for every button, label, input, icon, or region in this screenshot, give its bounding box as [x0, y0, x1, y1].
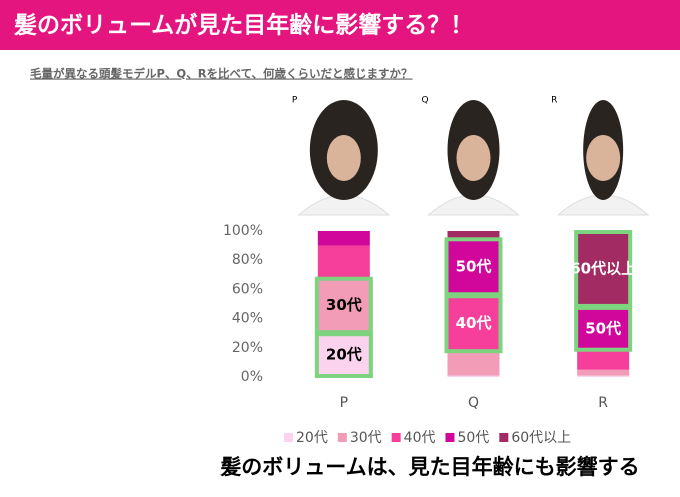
- model-label: R: [551, 96, 557, 106]
- subtitle: 毛量が異なる頭髪モデルP、Q、Rを比べて、何歳くらいだと感じますか？: [30, 67, 413, 81]
- legend-label: 20代: [296, 430, 328, 446]
- bar-segment: [577, 369, 630, 376]
- highlight-label: 50代: [585, 319, 621, 337]
- legend-label: 30代: [350, 430, 382, 446]
- highlight-box: [574, 230, 633, 308]
- bar-segment: [447, 231, 500, 239]
- y-tick-label: 40%: [232, 311, 263, 327]
- y-tick-label: 80%: [232, 252, 263, 268]
- header-bar: [0, 0, 680, 50]
- bar-segment: [317, 333, 370, 377]
- highlight-box: [444, 237, 503, 297]
- y-tick-label: 0%: [241, 369, 263, 385]
- x-tick-label: Q: [468, 395, 479, 411]
- bar-segment: [577, 375, 630, 377]
- bar-segment: [317, 245, 370, 278]
- highlight-label: 50代: [456, 257, 492, 275]
- highlight-label: 40代: [456, 314, 492, 332]
- bar-segment: [447, 375, 500, 377]
- bar-segment: [577, 306, 630, 351]
- x-tick-label: P: [340, 395, 348, 411]
- bar-segment: [577, 350, 630, 370]
- header-title: 髪のボリュームが見た目年齢に影響する？！: [13, 12, 473, 39]
- highlight-label: 30代: [326, 296, 362, 314]
- face: [326, 135, 361, 181]
- model-label: Q: [422, 96, 429, 106]
- face: [456, 135, 491, 181]
- bar-segment: [317, 231, 370, 246]
- highlight-box: [314, 332, 373, 379]
- highlight-label: 20代: [326, 346, 362, 364]
- face: [586, 135, 621, 181]
- y-tick-label: 100%: [223, 223, 263, 239]
- bar-segment: [577, 231, 630, 307]
- legend-label: 50代: [457, 430, 489, 446]
- legend-swatch: [499, 433, 509, 442]
- highlight-box: [314, 276, 373, 335]
- conclusion: 髪のボリュームは、見た目年齢にも影響する: [219, 455, 639, 479]
- bar-segment: [447, 295, 500, 353]
- highlight-box: [444, 294, 503, 354]
- bar-segment: [447, 352, 500, 376]
- highlight-box: [574, 305, 633, 352]
- highlight-label: 60代以上: [570, 259, 636, 277]
- x-tick-label: R: [598, 395, 608, 411]
- model-label: P: [292, 96, 298, 106]
- bar-segment: [317, 277, 370, 334]
- y-tick-label: 60%: [232, 281, 263, 297]
- legend-label: 40代: [404, 430, 436, 446]
- y-tick-label: 20%: [232, 340, 263, 356]
- legend-label: 60代以上: [511, 430, 571, 446]
- legend-swatch: [284, 433, 293, 442]
- bar-segment: [447, 238, 500, 296]
- legend-swatch: [445, 433, 455, 442]
- legend-swatch: [391, 433, 401, 442]
- legend-swatch: [337, 433, 347, 442]
